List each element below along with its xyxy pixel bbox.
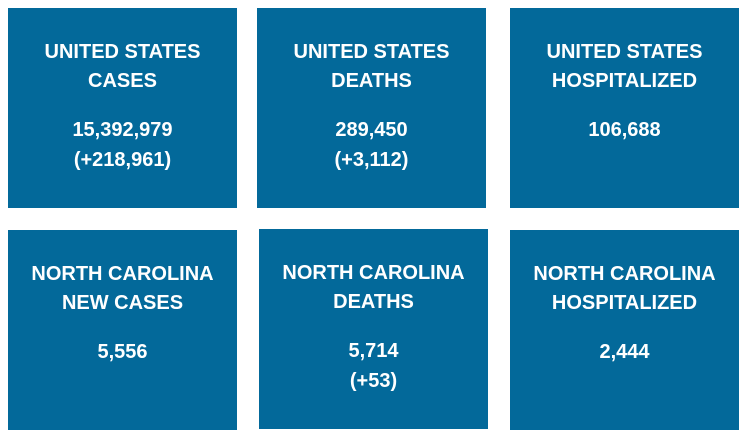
stat-tile: NORTH CAROLINA NEW CASES 5,556: [8, 230, 237, 430]
stat-tile: NORTH CAROLINA DEATHS 5,714 (+53): [259, 229, 488, 429]
tile-title: DEATHS: [331, 70, 412, 92]
tile-title: HOSPITALIZED: [551, 70, 698, 92]
tile-title: UNITED STATES: [293, 41, 450, 63]
tile-value: 15,392,979: [72, 119, 173, 141]
tile-value: 2,444: [599, 341, 650, 363]
tile-title: UNITED STATES: [44, 41, 201, 63]
tile-title: CASES: [88, 70, 157, 92]
tile-title: NORTH CAROLINA: [533, 263, 716, 285]
stat-tile: UNITED STATES CASES 15,392,979 (+218,961): [8, 8, 237, 208]
tile-title: NEW CASES: [61, 292, 184, 314]
tile-value: (+218,961): [73, 149, 172, 171]
stat-tile: NORTH CAROLINA HOSPITALIZED 2,444: [510, 230, 739, 430]
tile-value: (+3,112): [334, 149, 409, 171]
tile-value: (+53): [349, 370, 398, 392]
stat-tile: UNITED STATES HOSPITALIZED 106,688: [510, 8, 739, 208]
tile-title: DEATHS: [333, 291, 414, 313]
tile-value: 289,450: [335, 119, 408, 141]
tile-title: HOSPITALIZED: [551, 292, 698, 314]
tile-value: 106,688: [588, 119, 661, 141]
tile-value: 5,714: [348, 340, 399, 362]
tile-title: NORTH CAROLINA: [282, 262, 465, 284]
tile-value: 5,556: [97, 341, 148, 363]
stat-tile: UNITED STATES DEATHS 289,450 (+3,112): [257, 8, 486, 208]
tile-title: NORTH CAROLINA: [31, 263, 214, 285]
tile-title: UNITED STATES: [546, 41, 703, 63]
